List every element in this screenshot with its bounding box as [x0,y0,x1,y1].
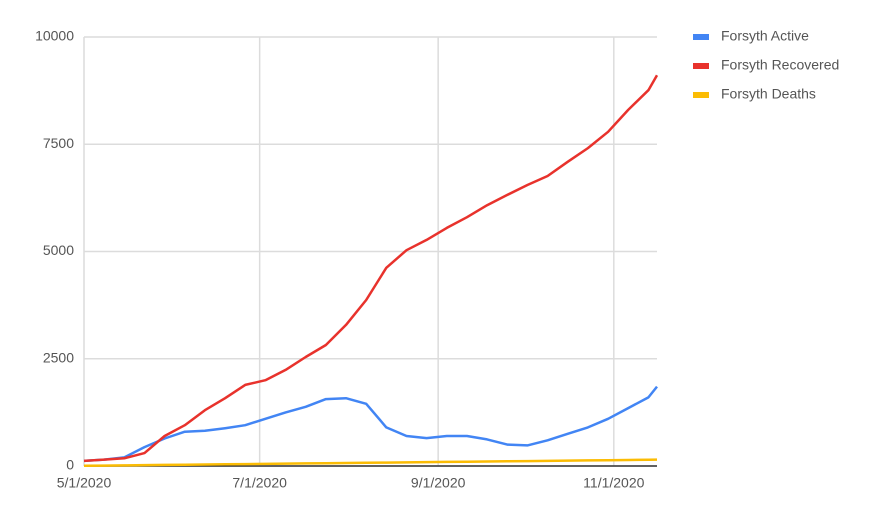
legend-label: Forsyth Recovered [721,57,839,73]
y-tick-label: 5000 [43,242,74,258]
legend-label: Forsyth Active [721,28,809,44]
x-tick-label: 5/1/2020 [57,475,112,491]
legend-swatch [693,63,709,69]
series-line [83,458,658,468]
legend-swatch [693,34,709,40]
y-tick-label: 0 [66,457,74,473]
x-tick-label: 11/1/2020 [583,475,644,491]
y-tick-label: 10000 [35,28,74,44]
series-line [83,74,659,463]
x-tick-label: 7/1/2020 [232,475,287,491]
x-tick-label: 9/1/2020 [411,475,466,491]
series-line [83,385,658,463]
y-tick-label: 2500 [43,349,74,365]
y-tick-label: 7500 [43,135,74,151]
legend-label: Forsyth Deaths [721,86,816,102]
legend-swatch [693,92,709,98]
